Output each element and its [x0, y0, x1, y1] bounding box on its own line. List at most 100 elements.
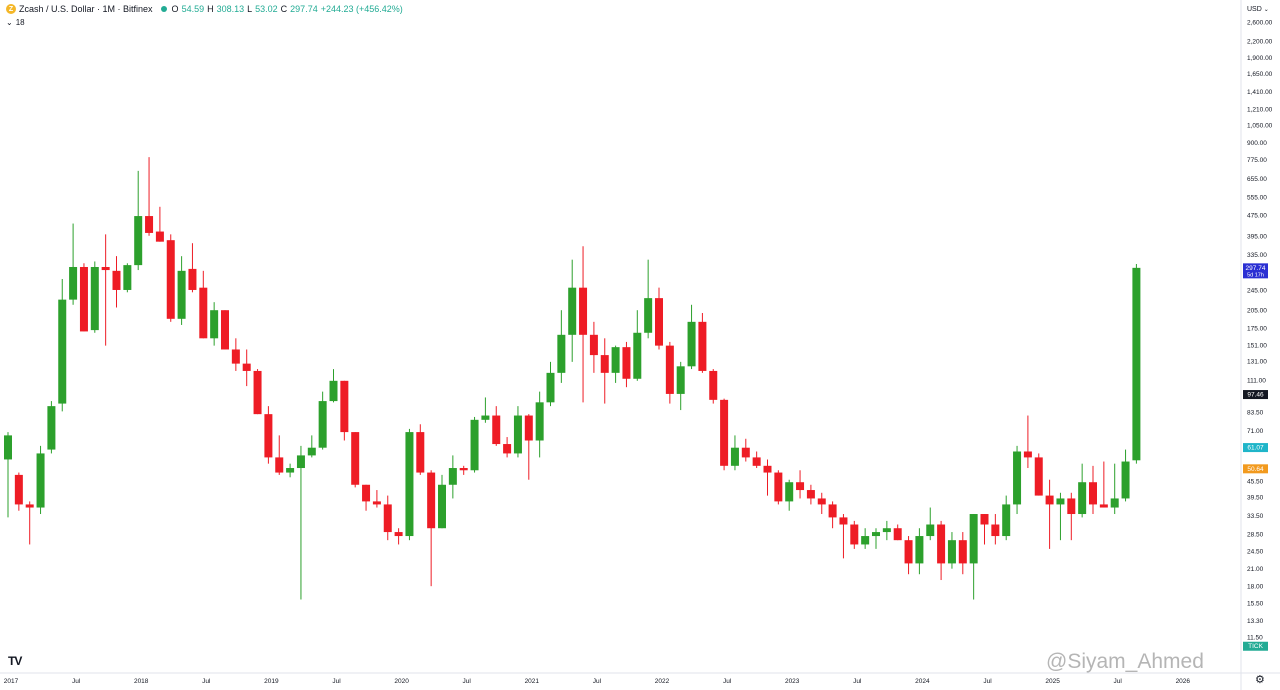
price-tick-label: 24.50 [1247, 549, 1264, 556]
close-label: C [280, 4, 288, 14]
candle-down [524, 415, 533, 441]
zcash-coin-icon: Z [6, 4, 16, 14]
time-tick-label: 2017 [4, 678, 19, 685]
candle-down [416, 432, 425, 473]
candle-down [166, 240, 175, 319]
candle-down [394, 532, 403, 537]
high-label: H [207, 4, 214, 14]
market-status-icon [160, 6, 167, 12]
price-marker-box [1243, 464, 1268, 474]
candle-up [785, 482, 794, 502]
candle-up [286, 468, 295, 473]
price-tick-label: 555.00 [1247, 195, 1267, 202]
candle-down [980, 514, 989, 525]
price-tick-label: 1,210.00 [1247, 106, 1273, 113]
price-tick-label: 71.00 [1247, 428, 1264, 435]
candle-up [546, 372, 555, 403]
price-tick-label: 900.00 [1247, 140, 1267, 147]
candle-down [1099, 504, 1108, 508]
watermark: @Siyam_Ahmed [1046, 650, 1204, 674]
price-tick-label: 21.00 [1247, 566, 1264, 573]
price-tick-label: 83.50 [1247, 410, 1264, 417]
candle-up [1002, 504, 1011, 537]
candle-down [600, 355, 609, 373]
candle-down [1089, 482, 1097, 505]
candle-down [665, 345, 674, 394]
price-axis[interactable]: 2,600.00 2,200.00 1,900.00 1,650.00 1,410.00… [1247, 20, 1273, 642]
indicators-toggle[interactable]: ⌄ 18 [6, 18, 25, 27]
candle-down [850, 524, 859, 545]
candle-down [145, 216, 154, 233]
candle-down [1045, 495, 1054, 505]
candle-up [318, 401, 327, 448]
candle-down [991, 524, 1000, 537]
price-tick-label: 45.50 [1247, 478, 1264, 485]
price-tick-label: 131.00 [1247, 358, 1267, 365]
price-tick-label: 1,050.00 [1247, 122, 1273, 129]
candle-up [481, 415, 490, 420]
candle-down [752, 457, 761, 466]
candle-down [459, 468, 468, 471]
candle-down [774, 472, 783, 502]
candle-up [1013, 451, 1022, 505]
candle-up [1121, 461, 1130, 499]
candle-down [188, 268, 197, 290]
candle-down [817, 498, 826, 505]
settings-gear-icon[interactable]: ⚙ [1255, 674, 1265, 686]
candle-down [839, 517, 848, 525]
candle-down [362, 484, 371, 502]
price-tick-label: 2,200.00 [1247, 38, 1273, 45]
candle-up [969, 514, 978, 564]
candle-up [438, 484, 446, 529]
price-marker-label: 50.64 [1247, 466, 1264, 473]
price-tick-label: 33.50 [1247, 513, 1264, 520]
candle-up [633, 332, 642, 379]
time-axis[interactable]: 2017 Jul 2018 Jul 2019 Jul 2020 Jul 2021 Jul 2022 J… [4, 678, 1191, 685]
candle-down [340, 380, 349, 433]
candle-down [1023, 451, 1032, 458]
open-value: 54.59 [181, 4, 205, 14]
candle-up [557, 334, 566, 373]
candle-down [589, 334, 598, 356]
time-tick-label: 2026 [1176, 678, 1191, 685]
candle-down [655, 298, 663, 346]
candle-up [47, 406, 56, 450]
candle-down [796, 482, 805, 491]
price-tick-label: 1,650.00 [1247, 71, 1273, 78]
candle-down [25, 504, 34, 508]
currency-selector[interactable]: USD ⌄ [1247, 6, 1269, 13]
open-label: O [171, 4, 179, 14]
symbol-title[interactable]: Zcash / U.S. Dollar · 1M · Bitfinex [19, 4, 153, 14]
price-marker-label: 97.46 [1247, 392, 1264, 399]
time-tick-label: Jul [723, 678, 732, 685]
indicator-count: 18 [15, 18, 25, 27]
price-tick-label: 2,600.00 [1247, 20, 1273, 27]
price-tick-label: 205.00 [1247, 308, 1267, 315]
candle-down [958, 540, 967, 564]
candle-down [372, 501, 381, 505]
candle-up [644, 298, 653, 333]
time-tick-label: Jul [853, 678, 862, 685]
time-tick-label: Jul [983, 678, 992, 685]
candles-layer [4, 157, 1141, 600]
price-tick-label: 475.00 [1247, 212, 1267, 219]
tradingview-logo-icon[interactable]: TV [8, 654, 22, 668]
price-tick-label: 13.30 [1247, 618, 1264, 625]
candle-down [79, 266, 88, 332]
candle-up [1056, 498, 1065, 505]
candle-up [123, 265, 132, 290]
high-value: 308.13 [216, 4, 245, 14]
candle-down [221, 310, 229, 350]
price-tick-label: 15.50 [1247, 601, 1264, 608]
candle-down [14, 474, 23, 505]
price-tick-label: 395.00 [1247, 233, 1267, 240]
price-marker-countdown: 5d 17h [1247, 272, 1264, 278]
candle-down [709, 370, 718, 400]
candle-up [947, 540, 956, 564]
candle-up [448, 468, 457, 485]
candle-down [1067, 498, 1076, 515]
candle-down [242, 363, 251, 371]
candle-up [861, 536, 870, 545]
